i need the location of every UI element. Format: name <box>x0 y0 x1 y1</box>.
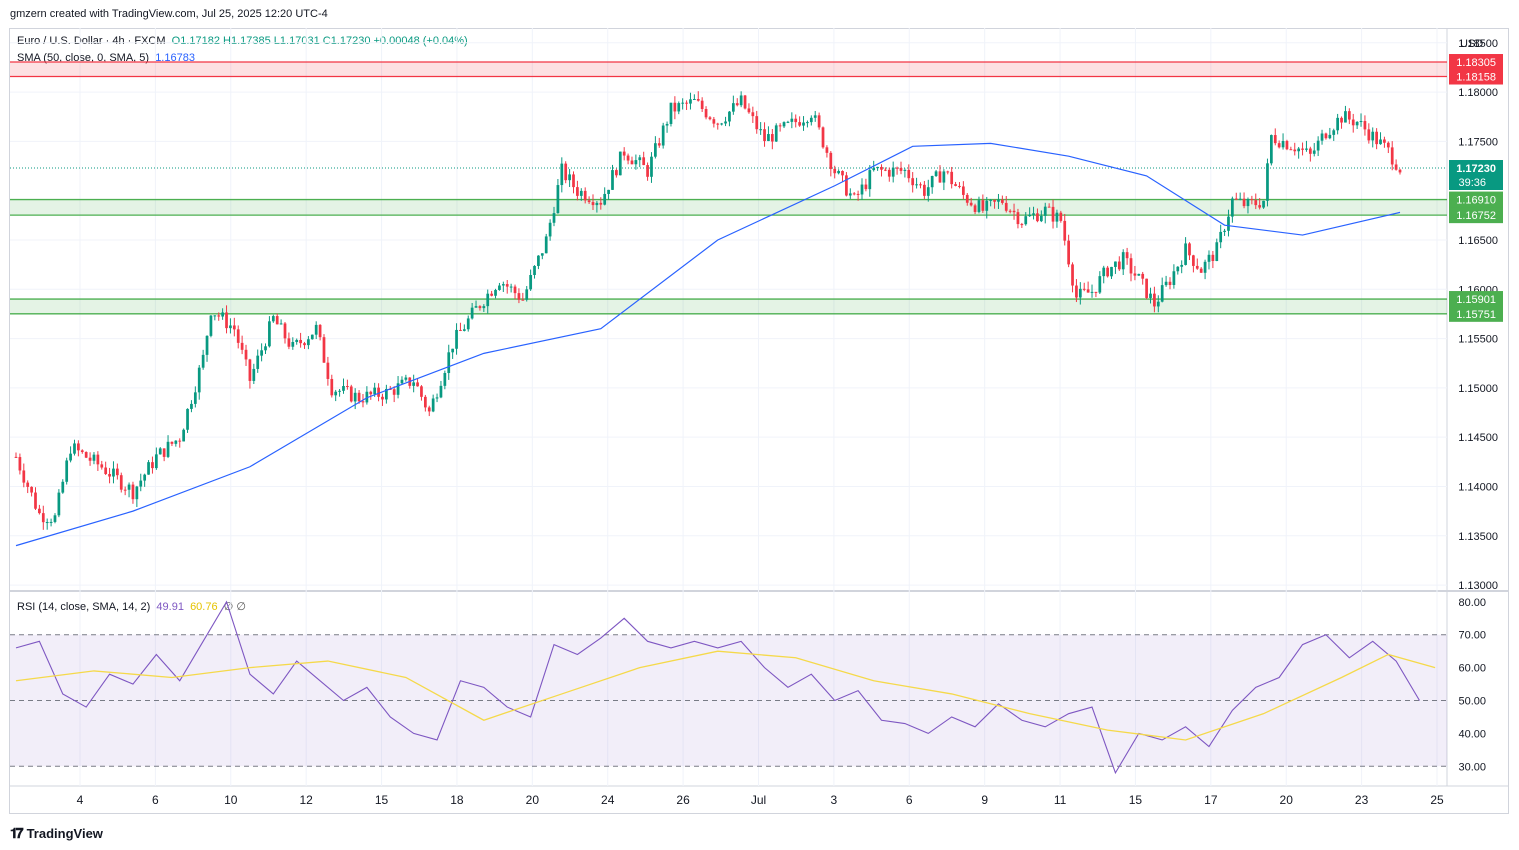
currency-selector[interactable]: USD <box>1460 38 1484 50</box>
tv-logo-icon: 𝟏𝟕 <box>10 825 24 841</box>
ohlc-values: O1.17182 H1.17385 L1.17031 C1.17230 +0.0… <box>171 35 468 47</box>
rsi-legend[interactable]: RSI (14, close, SMA, 14, 2) 49.91 60.76 … <box>17 600 246 613</box>
rsi-label[interactable]: RSI (14, close, SMA, 14, 2) <box>17 601 151 613</box>
tradingview-logo[interactable]: 𝟏𝟕 TradingView <box>10 825 103 842</box>
sma-legend[interactable]: SMA (50, close, 0, SMA, 5) 1.16783 <box>17 52 195 64</box>
rsi-value: 49.91 <box>156 601 184 613</box>
symbol-name[interactable]: Euro / U.S. Dollar · 4h · FXCM <box>17 35 166 47</box>
rsi-ma-value: 60.76 <box>190 601 218 613</box>
footer-brand: TradingView <box>26 826 103 841</box>
sma-value: 1.16783 <box>155 52 195 64</box>
rsi-extra: ∅ ∅ <box>223 601 246 613</box>
chart-credit: gmzern created with TradingView.com, Jul… <box>10 8 328 20</box>
chart-frame <box>9 28 1509 814</box>
symbol-legend[interactable]: Euro / U.S. Dollar · 4h · FXCM O1.17182 … <box>17 35 468 47</box>
sma-label[interactable]: SMA (50, close, 0, SMA, 5) <box>17 52 150 64</box>
